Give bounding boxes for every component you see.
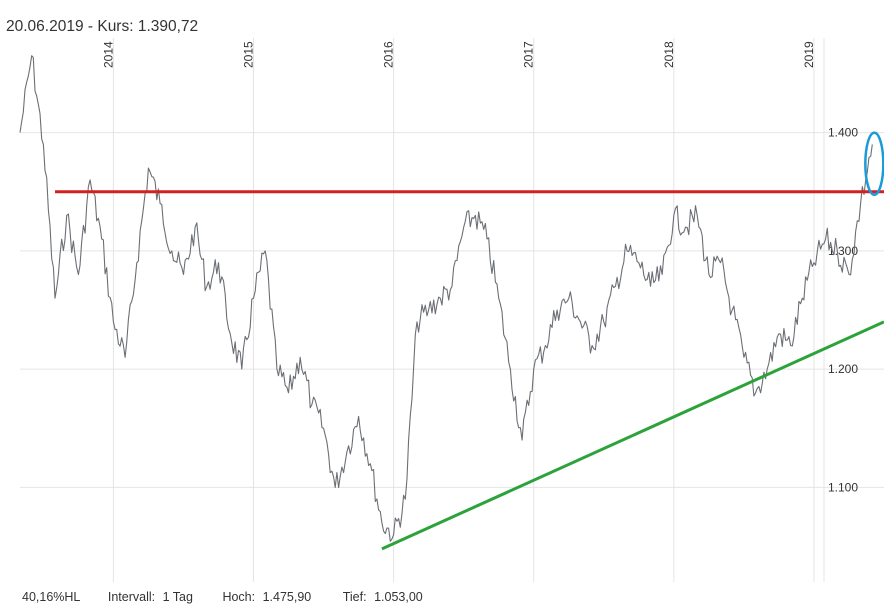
low-label: Tief: bbox=[342, 590, 367, 604]
grid bbox=[20, 38, 884, 582]
x-tick-label: 2016 bbox=[382, 41, 396, 68]
chart-title: 20.06.2019 - Kurs: 1.390,72 bbox=[6, 18, 199, 35]
price-series bbox=[19, 55, 873, 542]
x-tick-label: 2014 bbox=[101, 41, 115, 68]
x-tick-label: 2017 bbox=[522, 41, 536, 68]
x-tick-label: 2018 bbox=[662, 41, 676, 68]
x-tick-label: 2015 bbox=[242, 41, 256, 68]
high-value: 1.475,90 bbox=[262, 590, 312, 604]
y-axis-ticks: 1.100 1.200 1.300 1.400 bbox=[828, 126, 858, 495]
x-axis-ticks: 2014 2015 2016 2017 2018 2019 bbox=[101, 41, 816, 68]
chart-footer: 40,16%HL Intervall: 1 Tag Hoch: 1.475,90… bbox=[22, 590, 423, 604]
y-tick-label: 1.200 bbox=[828, 362, 858, 376]
high-label: Hoch: bbox=[222, 590, 256, 604]
hl-value: 40,16%HL bbox=[22, 590, 81, 604]
price-line bbox=[19, 55, 873, 542]
interval-value: 1 Tag bbox=[162, 590, 193, 604]
y-tick-label: 1.100 bbox=[828, 480, 858, 494]
support-trendline bbox=[381, 320, 884, 551]
y-tick-label: 1.300 bbox=[828, 244, 858, 258]
interval-label: Intervall: bbox=[107, 590, 156, 604]
y-tick-label: 1.400 bbox=[828, 126, 858, 140]
low-value: 1.053,00 bbox=[374, 590, 423, 604]
highlight-ellipse bbox=[864, 131, 884, 196]
x-tick-label: 2019 bbox=[802, 41, 816, 68]
annotations bbox=[55, 131, 884, 551]
